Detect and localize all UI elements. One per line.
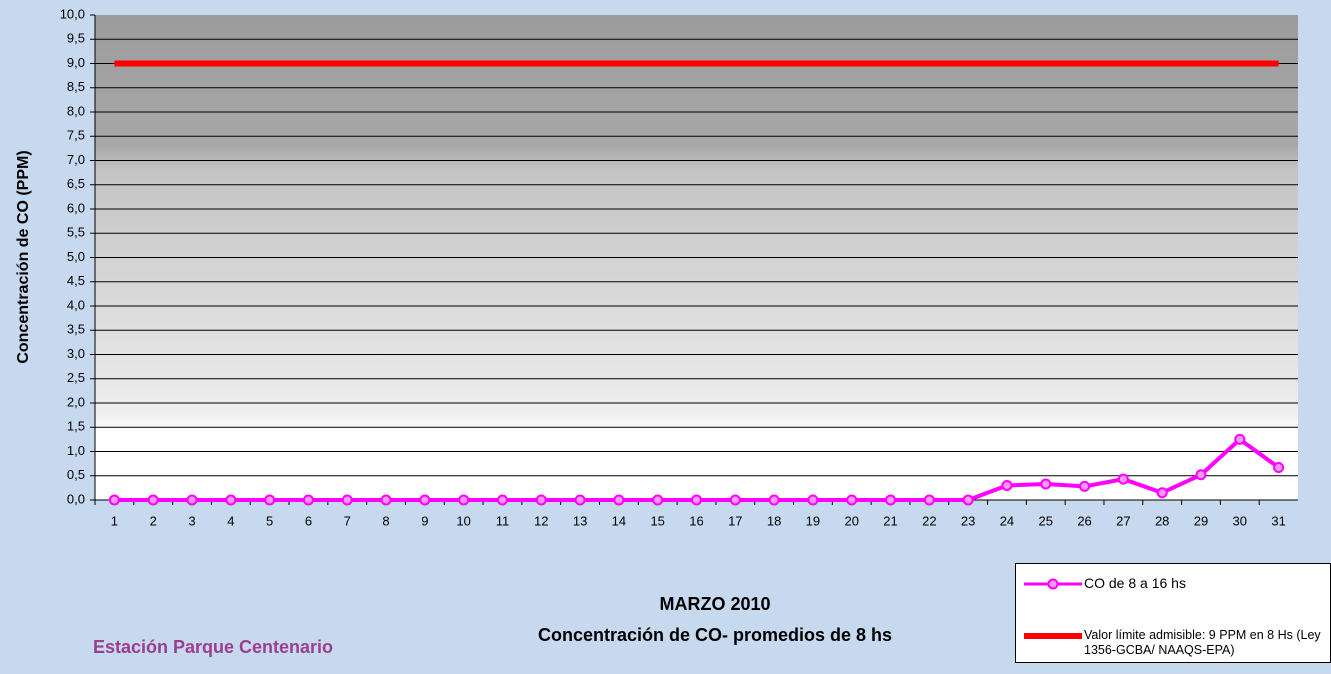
legend: CO de 8 a 16 hs Valor límite admisible: 9… [1015,563,1331,663]
legend-label: Valor límite admisible: 9 PPM en 8 Hs (L… [1084,628,1324,658]
x-tick-label: 31 [1271,513,1285,528]
data-point [692,496,701,505]
legend-marker [1049,580,1058,589]
y-tick-label: 0,5 [67,467,85,482]
data-point [537,496,546,505]
x-tick-label: 5 [266,513,273,528]
station-label: Estación Parque Centenario [93,637,333,657]
data-point [653,496,662,505]
y-tick-label: 6,5 [67,176,85,191]
y-tick-label: 0,0 [67,491,85,506]
y-tick-label: 3,5 [67,322,85,337]
y-tick-label: 9,5 [67,31,85,46]
data-point [1002,481,1011,490]
x-tick-label: 19 [806,513,820,528]
data-point [808,496,817,505]
y-tick-label: 8,0 [67,103,85,118]
data-point [1274,463,1283,472]
x-tick-label: 22 [922,513,936,528]
data-point [886,496,895,505]
data-point [1196,470,1205,479]
x-tick-label: 14 [612,513,626,528]
x-tick-label: 23 [961,513,975,528]
data-point [1235,435,1244,444]
x-tick-label: 4 [227,513,234,528]
x-tick-label: 24 [1000,513,1014,528]
data-point [1119,475,1128,484]
x-tick-label: 29 [1194,513,1208,528]
x-tick-label: 28 [1155,513,1169,528]
x-tick-label: 27 [1116,513,1130,528]
y-tick-label: 10,0 [60,6,85,21]
y-tick-label: 7,5 [67,128,85,143]
y-axis-title: Concentración de CO (PPM) [15,150,32,363]
data-point [731,496,740,505]
legend-entry: CO de 8 a 16 hs [1022,576,1324,592]
page: Concentración de CO (PPM) MARZO 2010 Con… [0,0,1331,674]
x-tick-label: 16 [689,513,703,528]
x-tick-label: 26 [1077,513,1091,528]
legend-label: CO de 8 a 16 hs [1084,576,1324,591]
y-tick-label: 3,0 [67,346,85,361]
y-tick-label: 5,0 [67,249,85,264]
data-point [1041,479,1050,488]
x-tick-label: 3 [188,513,195,528]
chart-subtitle: Concentración de CO- promedios de 8 hs [538,625,892,645]
y-tick-label: 6,0 [67,200,85,215]
y-tick-label: 5,5 [67,225,85,240]
data-point [226,496,235,505]
data-point [576,496,585,505]
x-tick-label: 13 [573,513,587,528]
y-tick-label: 7,0 [67,152,85,167]
data-point [614,496,623,505]
x-tick-label: 12 [534,513,548,528]
legend-swatch [1022,628,1084,644]
data-point [343,496,352,505]
data-point [1158,488,1167,497]
data-point [925,496,934,505]
y-tick-label: 8,5 [67,79,85,94]
data-point [382,496,391,505]
data-point [420,496,429,505]
x-tick-label: 2 [150,513,157,528]
x-tick-label: 7 [344,513,351,528]
x-tick-label: 1 [111,513,118,528]
data-point [110,496,119,505]
x-tick-label: 11 [496,513,510,528]
data-point [265,496,274,505]
data-point [149,496,158,505]
x-tick-label: 17 [728,513,742,528]
legend-entry: Valor límite admisible: 9 PPM en 8 Hs (L… [1022,628,1324,658]
data-point [1080,482,1089,491]
y-tick-label: 4,0 [67,297,85,312]
chart-title: MARZO 2010 [659,594,770,614]
data-point [498,496,507,505]
x-tick-label: 6 [305,513,312,528]
x-tick-label: 10 [456,513,470,528]
data-point [188,496,197,505]
data-point [964,496,973,505]
x-tick-label: 18 [767,513,781,528]
data-point [459,496,468,505]
x-tick-label: 30 [1233,513,1247,528]
data-point [770,496,779,505]
y-tick-label: 1,0 [67,443,85,458]
y-tick-label: 2,5 [67,370,85,385]
data-point [847,496,856,505]
x-tick-label: 8 [382,513,389,528]
x-tick-label: 9 [421,513,428,528]
x-tick-label: 20 [844,513,858,528]
y-tick-label: 2,0 [67,394,85,409]
legend-swatch [1022,576,1084,592]
y-tick-label: 1,5 [67,419,85,434]
x-tick-label: 25 [1039,513,1053,528]
y-tick-label: 4,5 [67,273,85,288]
data-point [304,496,313,505]
x-tick-label: 15 [650,513,664,528]
x-tick-label: 21 [883,513,897,528]
y-tick-label: 9,0 [67,55,85,70]
